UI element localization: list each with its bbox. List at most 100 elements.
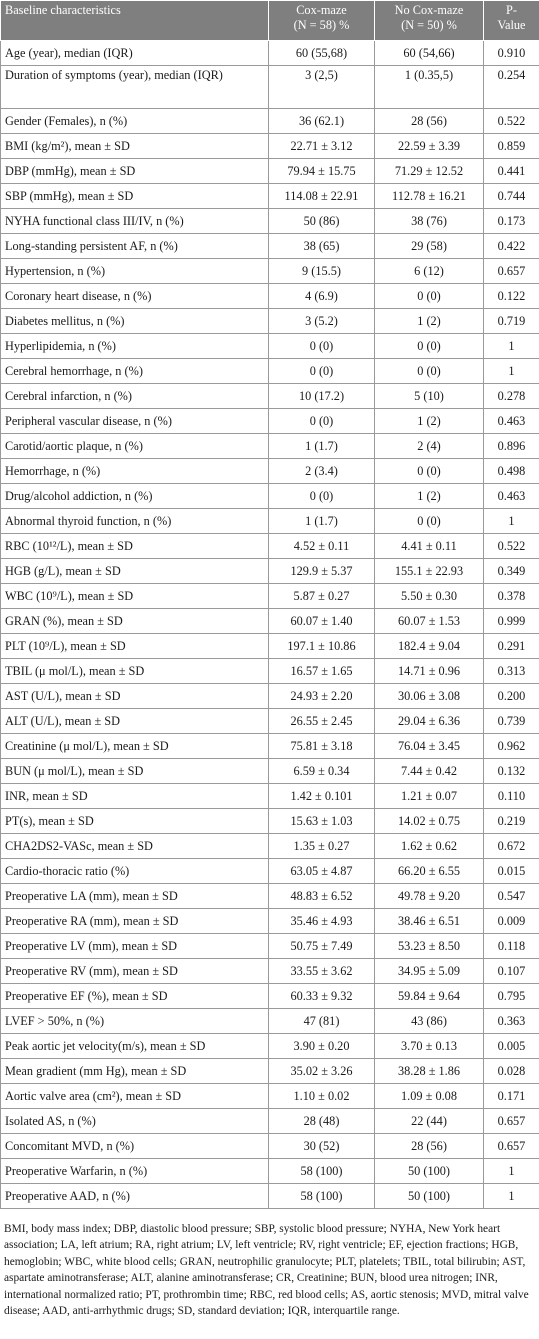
row-label: Creatinine (μ mol/L), mean ± SD bbox=[0, 733, 269, 759]
no-cox-maze-value: 4.41 ± 0.11 bbox=[374, 533, 484, 559]
row-label: Isolated AS, n (%) bbox=[0, 1108, 269, 1134]
row-label: WBC (10⁹/L), mean ± SD bbox=[0, 583, 269, 609]
header-baseline-characteristics: Baseline characteristics bbox=[0, 0, 269, 41]
p-value: 1 bbox=[483, 358, 539, 384]
row-label: Preoperative RA (mm), mean ± SD bbox=[0, 908, 269, 934]
cox-maze-value: 47 (81) bbox=[268, 1008, 375, 1034]
no-cox-maze-value: 0 (0) bbox=[374, 358, 484, 384]
p-value: 0.795 bbox=[483, 983, 539, 1009]
cox-maze-value: 58 (100) bbox=[268, 1158, 375, 1184]
p-value: 0.522 bbox=[483, 533, 539, 559]
p-value: 0.363 bbox=[483, 1008, 539, 1034]
cox-maze-value: 35.46 ± 4.93 bbox=[268, 908, 375, 934]
cox-maze-value: 1.42 ± 0.101 bbox=[268, 783, 375, 809]
cox-maze-value: 30 (52) bbox=[268, 1133, 375, 1159]
table-row: INR, mean ± SD 1.42 ± 0.101 1.21 ± 0.07 0.1… bbox=[0, 783, 539, 809]
table-header: Baseline characteristics Cox-maze (N = 5… bbox=[0, 0, 539, 41]
cox-maze-value: 60 (55,68) bbox=[268, 40, 375, 66]
row-label: Preoperative LV (mm), mean ± SD bbox=[0, 933, 269, 959]
no-cox-maze-value: 14.71 ± 0.96 bbox=[374, 658, 484, 684]
table-row: Hyperlipidemia, n (%) 0 (0) 0 (0) 1 bbox=[0, 333, 539, 359]
row-label: PT(s), mean ± SD bbox=[0, 808, 269, 834]
no-cox-maze-value: 0 (0) bbox=[374, 283, 484, 309]
table-row: DBP (mmHg), mean ± SD 79.94 ± 15.75 71.29 … bbox=[0, 158, 539, 184]
row-label: Age (year), median (IQR) bbox=[0, 40, 269, 66]
cox-maze-value: 60.07 ± 1.40 bbox=[268, 608, 375, 634]
cox-maze-value: 58 (100) bbox=[268, 1183, 375, 1209]
row-label: Hemorrhage, n (%) bbox=[0, 458, 269, 484]
no-cox-maze-value: 38.46 ± 6.51 bbox=[374, 908, 484, 934]
p-value: 0.999 bbox=[483, 608, 539, 634]
cox-maze-value: 75.81 ± 3.18 bbox=[268, 733, 375, 759]
header-p-value: P- Value bbox=[483, 0, 539, 41]
cox-maze-value: 10 (17.2) bbox=[268, 383, 375, 409]
no-cox-maze-value: 5 (10) bbox=[374, 383, 484, 409]
no-cox-maze-value: 1 (2) bbox=[374, 308, 484, 334]
cox-maze-value: 197.1 ± 10.86 bbox=[268, 633, 375, 659]
row-label: Cerebral infarction, n (%) bbox=[0, 383, 269, 409]
row-label: NYHA functional class III/IV, n (%) bbox=[0, 208, 269, 234]
table-row: LVEF > 50%, n (%) 47 (81) 43 (86) 0.363 bbox=[0, 1008, 539, 1034]
no-cox-maze-value: 43 (86) bbox=[374, 1008, 484, 1034]
p-value: 0.005 bbox=[483, 1033, 539, 1059]
cox-maze-value: 33.55 ± 3.62 bbox=[268, 958, 375, 984]
p-value: 0.278 bbox=[483, 383, 539, 409]
no-cox-maze-value: 5.50 ± 0.30 bbox=[374, 583, 484, 609]
cox-maze-value: 1 (1.7) bbox=[268, 508, 375, 534]
table-row: Preoperative AAD, n (%) 58 (100) 50 (100) 1 bbox=[0, 1183, 539, 1209]
no-cox-maze-value: 28 (56) bbox=[374, 1133, 484, 1159]
table-row: PLT (10⁹/L), mean ± SD 197.1 ± 10.86 182.4… bbox=[0, 633, 539, 659]
row-label: GRAN (%), mean ± SD bbox=[0, 608, 269, 634]
table-footnote: BMI, body mass index; DBP, diastolic blo… bbox=[4, 1223, 529, 1318]
row-label: Cerebral hemorrhage, n (%) bbox=[0, 358, 269, 384]
cox-maze-value: 5.87 ± 0.27 bbox=[268, 583, 375, 609]
table-row: RBC (10¹²/L), mean ± SD 4.52 ± 0.11 4.41 ±… bbox=[0, 533, 539, 559]
no-cox-maze-value: 60 (54,66) bbox=[374, 40, 484, 66]
table-row: Aortic valve area (cm²), mean ± SD 1.10 ±… bbox=[0, 1083, 539, 1109]
cox-maze-value: 15.63 ± 1.03 bbox=[268, 808, 375, 834]
cox-maze-value: 26.55 ± 2.45 bbox=[268, 708, 375, 734]
cox-maze-value: 22.71 ± 3.12 bbox=[268, 133, 375, 159]
no-cox-maze-value: 0 (0) bbox=[374, 508, 484, 534]
no-cox-maze-value: 66.20 ± 6.55 bbox=[374, 858, 484, 884]
no-cox-maze-value: 50 (100) bbox=[374, 1183, 484, 1209]
p-value: 1 bbox=[483, 1158, 539, 1184]
table-row: Isolated AS, n (%) 28 (48) 22 (44) 0.657 bbox=[0, 1108, 539, 1134]
no-cox-maze-value: 38 (76) bbox=[374, 208, 484, 234]
table-row: Long-standing persistent AF, n (%) 38 (65… bbox=[0, 233, 539, 259]
no-cox-maze-value: 30.06 ± 3.08 bbox=[374, 683, 484, 709]
header-no-cox-maze: No Cox-maze (N = 50) % bbox=[374, 0, 484, 41]
p-value: 0.739 bbox=[483, 708, 539, 734]
table-row: Concomitant MVD, n (%) 30 (52) 28 (56) 0.65… bbox=[0, 1133, 539, 1159]
row-label: SBP (mmHg), mean ± SD bbox=[0, 183, 269, 209]
cox-maze-value: 0 (0) bbox=[268, 358, 375, 384]
no-cox-maze-value: 1 (2) bbox=[374, 408, 484, 434]
table-row: CHA2DS2-VASc, mean ± SD 1.35 ± 0.27 1.62 ±… bbox=[0, 833, 539, 859]
header-col4-line1: P- bbox=[506, 3, 517, 17]
table-row: Peak aortic jet velocity(m/s), mean ± SD… bbox=[0, 1033, 539, 1059]
cox-maze-value: 1 (1.7) bbox=[268, 433, 375, 459]
row-label: Concomitant MVD, n (%) bbox=[0, 1133, 269, 1159]
row-label: Hypertension, n (%) bbox=[0, 258, 269, 284]
cox-maze-value: 38 (65) bbox=[268, 233, 375, 259]
row-label: Diabetes mellitus, n (%) bbox=[0, 308, 269, 334]
table-row: NYHA functional class III/IV, n (%) 50 (8… bbox=[0, 208, 539, 234]
no-cox-maze-value: 34.95 ± 5.09 bbox=[374, 958, 484, 984]
no-cox-maze-value: 155.1 ± 22.93 bbox=[374, 558, 484, 584]
table-body: Age (year), median (IQR) 60 (55,68) 60 (54… bbox=[0, 40, 539, 1209]
row-label: Preoperative RV (mm), mean ± SD bbox=[0, 958, 269, 984]
no-cox-maze-value: 1.62 ± 0.62 bbox=[374, 833, 484, 859]
table-row: Carotid/aortic plaque, n (%) 1 (1.7) 2 (4)… bbox=[0, 433, 539, 459]
header-col1-text: Baseline characteristics bbox=[5, 3, 121, 17]
no-cox-maze-value: 29 (58) bbox=[374, 233, 484, 259]
row-label: Carotid/aortic plaque, n (%) bbox=[0, 433, 269, 459]
p-value: 0.028 bbox=[483, 1058, 539, 1084]
row-label: Coronary heart disease, n (%) bbox=[0, 283, 269, 309]
no-cox-maze-value: 1 (2) bbox=[374, 483, 484, 509]
cox-maze-value: 0 (0) bbox=[268, 333, 375, 359]
table-row: Cerebral infarction, n (%) 10 (17.2) 5 (10… bbox=[0, 383, 539, 409]
cox-maze-value: 114.08 ± 22.91 bbox=[268, 183, 375, 209]
cox-maze-value: 4 (6.9) bbox=[268, 283, 375, 309]
row-label: Peak aortic jet velocity(m/s), mean ± SD bbox=[0, 1033, 269, 1059]
p-value: 0.118 bbox=[483, 933, 539, 959]
